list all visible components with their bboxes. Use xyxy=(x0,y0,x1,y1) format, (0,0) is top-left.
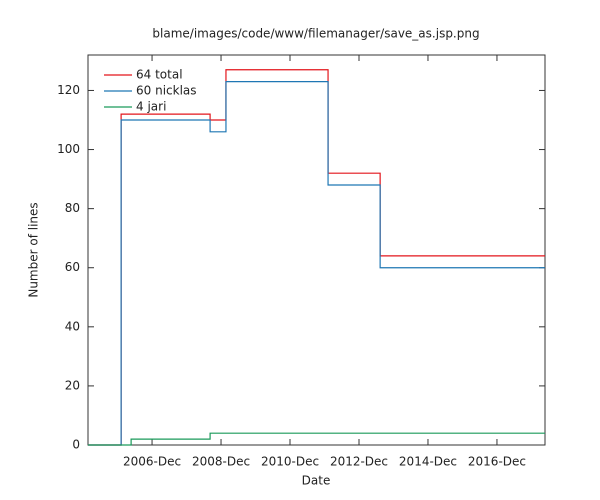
y-tick-label: 40 xyxy=(65,319,80,333)
legend-label: 60 nicklas xyxy=(136,84,197,98)
series-line xyxy=(88,432,545,446)
x-axis-label: Date xyxy=(302,474,331,488)
legend-label: 4 jari xyxy=(136,100,166,114)
y-tick-label: 80 xyxy=(65,201,80,215)
y-tick-label: 20 xyxy=(65,378,80,392)
y-tick-label: 60 xyxy=(65,260,80,274)
x-tick-label: 2012-Dec xyxy=(330,455,388,469)
series-line xyxy=(88,80,545,446)
x-tick-label: 2016-Dec xyxy=(468,455,526,469)
chart-title: blame/images/code/www/filemanager/save_a… xyxy=(152,27,479,41)
plot-frame xyxy=(87,54,546,446)
y-tick-label: 100 xyxy=(57,142,80,156)
x-tick-label: 2014-Dec xyxy=(399,455,457,469)
x-tick-label: 2006-Dec xyxy=(123,455,181,469)
x-tick-label: 2008-Dec xyxy=(192,455,250,469)
legend-label: 64 total xyxy=(136,68,183,82)
series-line xyxy=(88,69,545,446)
x-tick-label: 2010-Dec xyxy=(261,455,319,469)
y-tick-label: 0 xyxy=(72,438,80,452)
y-tick-label: 120 xyxy=(57,83,80,97)
y-axis-label: Number of lines xyxy=(27,202,41,297)
